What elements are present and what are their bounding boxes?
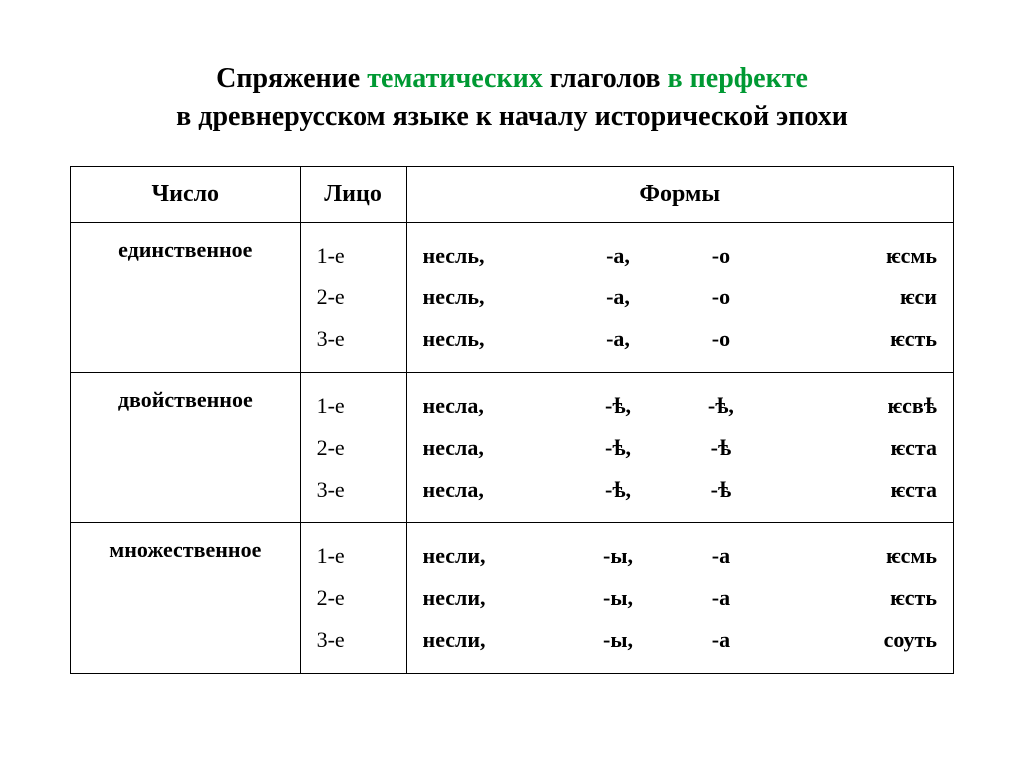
forms-line: несль, -а, -о ѥсмь bbox=[423, 235, 937, 277]
forms-line: несли, -ы, -а соуть bbox=[423, 619, 937, 661]
forms-cell: несль, -а, -о ѥсмь несль, -а, -о ѥси нес… bbox=[406, 222, 953, 372]
forms-line: несль, -а, -о ѥсть bbox=[423, 318, 937, 360]
form-aux: соуть bbox=[772, 619, 967, 661]
form-stem: несла, bbox=[423, 385, 567, 427]
form-end-f: -ы, bbox=[567, 577, 670, 619]
form-end-n: -ѣ bbox=[669, 469, 772, 511]
face-cell: 1-е 2-е 3-е bbox=[300, 523, 406, 673]
form-end-n: -о bbox=[669, 276, 772, 318]
face-line: 1-е bbox=[317, 385, 390, 427]
form-aux: ѥсть bbox=[772, 318, 967, 360]
form-stem: несли, bbox=[423, 577, 567, 619]
form-end-f: -ѣ, bbox=[567, 385, 670, 427]
title-part-2: глаголов bbox=[543, 63, 668, 94]
form-end-n: -а bbox=[669, 535, 772, 577]
page: Спряжение тематических глаголов в перфек… bbox=[0, 0, 1024, 674]
title-accent-2: в перфекте bbox=[668, 63, 808, 94]
face-line: 1-е bbox=[317, 235, 390, 277]
face-line: 2-е bbox=[317, 276, 390, 318]
form-end-n: -а bbox=[669, 619, 772, 661]
form-stem: несли, bbox=[423, 619, 567, 661]
header-number: Число bbox=[71, 166, 301, 222]
page-title: Спряжение тематических глаголов в перфек… bbox=[70, 60, 954, 136]
form-end-f: -а, bbox=[567, 318, 670, 360]
form-aux: ѥси bbox=[772, 276, 967, 318]
form-aux: ѥсмь bbox=[772, 535, 967, 577]
forms-line: несль, -а, -о ѥси bbox=[423, 276, 937, 318]
forms-cell: несла, -ѣ, -ѣ, ѥсвѣ несла, -ѣ, -ѣ ѥста н… bbox=[406, 372, 953, 522]
face-line: 3-е bbox=[317, 469, 390, 511]
form-end-n: -о bbox=[669, 235, 772, 277]
table-row: множественное 1-е 2-е 3-е несли, -ы, -а … bbox=[71, 523, 954, 673]
conjugation-table: Число Лицо Формы единственное 1-е 2-е 3-… bbox=[70, 166, 954, 674]
number-cell: двойственное bbox=[71, 372, 301, 522]
forms-line: несла, -ѣ, -ѣ, ѥсвѣ bbox=[423, 385, 937, 427]
number-cell: множественное bbox=[71, 523, 301, 673]
form-end-n: -ѣ bbox=[669, 427, 772, 469]
forms-cell: несли, -ы, -а ѥсмь несли, -ы, -а ѥсть не… bbox=[406, 523, 953, 673]
form-end-n: -а bbox=[669, 577, 772, 619]
number-cell: единственное bbox=[71, 222, 301, 372]
face-line: 2-е bbox=[317, 427, 390, 469]
form-aux: ѥсвѣ bbox=[772, 385, 967, 427]
form-stem: несль, bbox=[423, 318, 567, 360]
form-aux: ѥста bbox=[772, 469, 967, 511]
forms-line: несли, -ы, -а ѥсть bbox=[423, 577, 937, 619]
face-line: 3-е bbox=[317, 318, 390, 360]
face-line: 2-е bbox=[317, 577, 390, 619]
title-line-2: в древнерусском языке к началу историчес… bbox=[176, 101, 848, 132]
form-aux: ѥсмь bbox=[772, 235, 967, 277]
face-line: 3-е bbox=[317, 619, 390, 661]
face-cell: 1-е 2-е 3-е bbox=[300, 372, 406, 522]
forms-line: несла, -ѣ, -ѣ ѥста bbox=[423, 469, 937, 511]
form-end-f: -ы, bbox=[567, 619, 670, 661]
form-stem: несль, bbox=[423, 276, 567, 318]
form-end-f: -а, bbox=[567, 235, 670, 277]
form-stem: несль, bbox=[423, 235, 567, 277]
forms-line: несла, -ѣ, -ѣ ѥста bbox=[423, 427, 937, 469]
form-stem: несли, bbox=[423, 535, 567, 577]
face-line: 1-е bbox=[317, 535, 390, 577]
form-aux: ѥсть bbox=[772, 577, 967, 619]
form-end-f: -ы, bbox=[567, 535, 670, 577]
table-row: двойственное 1-е 2-е 3-е несла, -ѣ, -ѣ, … bbox=[71, 372, 954, 522]
header-forms: Формы bbox=[406, 166, 953, 222]
title-part-1: Спряжение bbox=[216, 63, 367, 94]
form-end-n: -о bbox=[669, 318, 772, 360]
form-aux: ѥста bbox=[772, 427, 967, 469]
form-end-f: -а, bbox=[567, 276, 670, 318]
table-row: единственное 1-е 2-е 3-е несль, -а, -о ѥ… bbox=[71, 222, 954, 372]
title-accent-1: тематических bbox=[367, 63, 542, 94]
header-face: Лицо bbox=[300, 166, 406, 222]
form-end-n: -ѣ, bbox=[669, 385, 772, 427]
table-header-row: Число Лицо Формы bbox=[71, 166, 954, 222]
form-end-f: -ѣ, bbox=[567, 469, 670, 511]
form-end-f: -ѣ, bbox=[567, 427, 670, 469]
form-stem: несла, bbox=[423, 427, 567, 469]
forms-line: несли, -ы, -а ѥсмь bbox=[423, 535, 937, 577]
face-cell: 1-е 2-е 3-е bbox=[300, 222, 406, 372]
form-stem: несла, bbox=[423, 469, 567, 511]
